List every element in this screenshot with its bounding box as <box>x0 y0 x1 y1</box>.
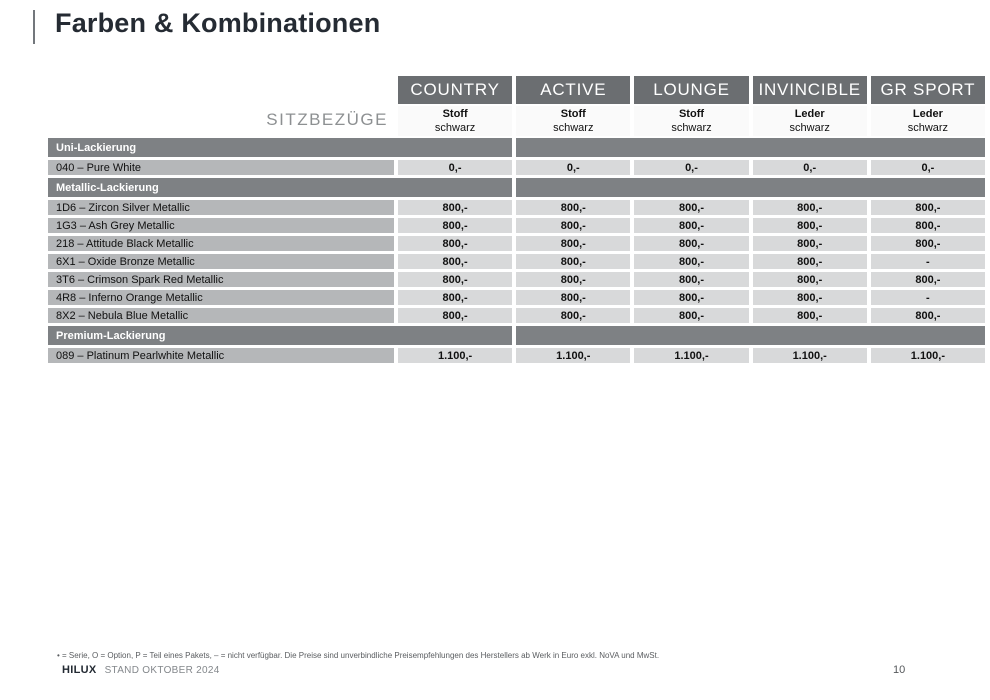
price-cell: 0,- <box>752 160 867 175</box>
section-header-extension <box>516 138 985 157</box>
section-header-extension <box>516 326 985 345</box>
column-header-1: COUNTRY <box>398 76 513 104</box>
price-cell: 800,- <box>516 218 631 233</box>
price-cell: 1.100,- <box>870 348 985 363</box>
price-cell: 800,- <box>516 236 631 251</box>
title-accent-line <box>33 10 35 44</box>
price-cell: 800,- <box>398 290 513 305</box>
color-row-label: 040 – Pure White <box>48 160 394 175</box>
colors-combinations-table: SITZBEZÜGE COUNTRY Stoff schwarz ACTIVE Stof… <box>48 76 985 363</box>
price-cell: 0,- <box>634 160 749 175</box>
price-cell: 0,- <box>870 160 985 175</box>
column-subheader-1: Stoff schwarz <box>398 106 513 136</box>
color-row-label: 3T6 – Crimson Spark Red Metallic <box>48 272 394 287</box>
seat-color-label: schwarz <box>671 122 712 134</box>
price-cell: 800,- <box>870 308 985 323</box>
section-header: Metallic-Lackierung <box>48 178 513 197</box>
price-cell: 1.100,- <box>634 348 749 363</box>
section-header-extension <box>516 178 985 197</box>
price-cell: 0,- <box>398 160 513 175</box>
price-cell: 800,- <box>516 272 631 287</box>
price-cell: 800,- <box>870 218 985 233</box>
price-cell: 800,- <box>634 200 749 215</box>
price-cell: 800,- <box>870 272 985 287</box>
color-row-label: 089 – Platinum Pearlwhite Metallic <box>48 348 394 363</box>
price-cell: 800,- <box>752 290 867 305</box>
seat-material-label: Stoff <box>442 107 468 120</box>
price-cell: 800,- <box>516 308 631 323</box>
seat-covers-label: SITZBEZÜGE <box>266 110 388 129</box>
price-cell: 800,- <box>634 290 749 305</box>
price-cell: - <box>870 290 985 305</box>
section-header: Uni-Lackierung <box>48 138 513 157</box>
price-cell: 1.100,- <box>516 348 631 363</box>
color-row-label: 1G3 – Ash Grey Metallic <box>48 218 394 233</box>
table-header: SITZBEZÜGE COUNTRY Stoff schwarz ACTIVE Stof… <box>48 76 985 136</box>
seat-color-label: schwarz <box>907 122 949 134</box>
price-cell: 800,- <box>398 218 513 233</box>
price-cell: 800,- <box>634 272 749 287</box>
price-cell: 800,- <box>634 236 749 251</box>
price-cell: 1.100,- <box>752 348 867 363</box>
price-cell: 800,- <box>634 218 749 233</box>
footer-model-name: HILUX <box>62 664 97 676</box>
price-cell: 800,- <box>752 236 867 251</box>
color-row-label: 6X1 – Oxide Bronze Metallic <box>48 254 394 269</box>
seat-material-label: Stoff <box>678 107 705 120</box>
price-cell: 800,- <box>398 272 513 287</box>
seat-color-label: schwarz <box>553 122 594 134</box>
price-cell: 800,- <box>398 200 513 215</box>
price-cell: 800,- <box>398 236 513 251</box>
column-header-5: GR SPORT <box>870 76 985 104</box>
column-subheader-2: Stoff schwarz <box>516 106 631 136</box>
price-cell: 800,- <box>398 308 513 323</box>
column-subheader-5: Leder schwarz <box>870 106 985 136</box>
seat-color-label: schwarz <box>434 122 476 134</box>
price-cell: 800,- <box>634 254 749 269</box>
color-row-label: 8X2 – Nebula Blue Metallic <box>48 308 394 323</box>
price-cell: 800,- <box>516 200 631 215</box>
page-title: Farben & Kombinationen <box>55 8 381 38</box>
price-cell: 1.100,- <box>398 348 513 363</box>
section-header: Premium-Lackierung <box>48 326 513 345</box>
column-header-2: ACTIVE <box>516 76 631 104</box>
price-cell: 800,- <box>516 254 631 269</box>
price-cell: 800,- <box>516 290 631 305</box>
footer-status-date: STAND OKTOBER 2024 <box>104 665 220 676</box>
price-cell: 800,- <box>752 308 867 323</box>
seat-material-label: Leder <box>912 107 943 120</box>
column-subheader-4: Leder schwarz <box>752 106 867 136</box>
legal-footnote: • = Serie, O = Option, P = Teil eines Pa… <box>57 651 660 660</box>
seat-material-label: Leder <box>794 107 825 120</box>
page-number: 10 <box>893 664 906 676</box>
color-row-label: 4R8 – Inferno Orange Metallic <box>48 290 394 305</box>
column-subheader-3: Stoff schwarz <box>634 106 749 136</box>
price-cell: 800,- <box>870 236 985 251</box>
column-header-4: INVINCIBLE <box>752 76 867 104</box>
seat-material-label: Stoff <box>560 107 586 120</box>
price-cell: 800,- <box>870 200 985 215</box>
price-cell: 800,- <box>398 254 513 269</box>
color-row-label: 1D6 – Zircon Silver Metallic <box>48 200 394 215</box>
color-row-label: 218 – Attitude Black Metallic <box>48 236 394 251</box>
price-cell: 800,- <box>752 218 867 233</box>
column-header-3: LOUNGE <box>634 76 749 104</box>
price-cell: 800,- <box>752 254 867 269</box>
price-cell: 800,- <box>752 200 867 215</box>
seat-color-label: schwarz <box>789 122 830 134</box>
footer: HILUX STAND OKTOBER 2024 <box>62 664 220 676</box>
table-body: Uni-Lackierung 040 – Pure White 0,- 0,- 0,- 0… <box>48 138 985 363</box>
price-cell: 800,- <box>752 272 867 287</box>
price-cell: 0,- <box>516 160 631 175</box>
price-cell: 800,- <box>634 308 749 323</box>
price-cell: - <box>870 254 985 269</box>
